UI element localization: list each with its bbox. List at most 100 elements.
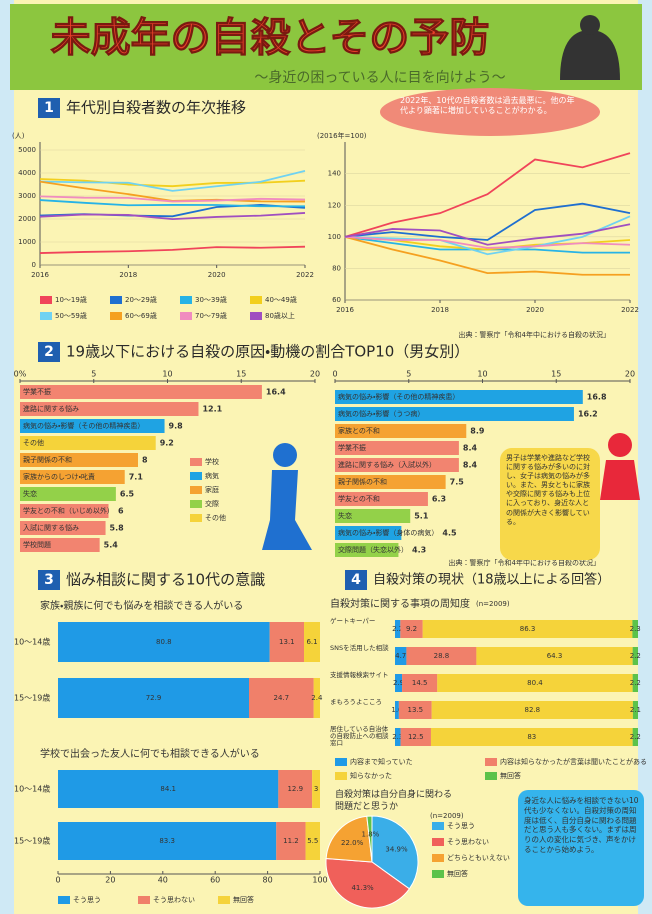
value-label: 6.5 (120, 490, 135, 499)
legend-label: 内容まで知っていた (350, 757, 413, 766)
value-label: 12.5 (408, 733, 424, 741)
legend-label: 40〜49歳 (265, 295, 297, 304)
category-label: 10〜14歳 (14, 637, 50, 647)
value-label: 28.8 (434, 652, 450, 660)
value-label: 41.3% (351, 884, 374, 892)
bar-label: 学業不振 (338, 443, 366, 452)
legend-label: 内容は知らなかったが言葉は聞いたことがある (500, 757, 647, 766)
value-label: 2.1 (630, 706, 641, 714)
x-tick-label: 5 (91, 370, 96, 379)
y-tick-label: 3000 (18, 192, 36, 200)
legend-swatch (335, 772, 347, 780)
legend-label: そう思わない (153, 896, 195, 904)
value-label: 84.1 (160, 785, 176, 793)
legend-swatch (40, 312, 52, 320)
section-title: 年代別自殺者数の年次推移 (66, 99, 246, 117)
legend-label: 交際 (205, 499, 219, 508)
x-tick-label: 60 (210, 876, 220, 885)
value-label: 5.1 (414, 512, 429, 521)
icon-head (608, 433, 632, 457)
bar-label: 交際問題（失恋以外） (338, 545, 408, 554)
y-axis-label: (2016年=100) (317, 131, 367, 140)
note-text: 男子は学業や進路など学校に関する悩みが多いのに対し、女子は病気の悩みが多い。また… (506, 454, 596, 527)
legend-swatch (110, 312, 122, 320)
bar (20, 385, 262, 399)
x-tick-label: 2022 (621, 306, 639, 314)
x-tick-label: 0% (14, 370, 27, 379)
chart-subtitle: 自殺対策に関する事項の周知度 (330, 597, 470, 610)
poster-title: 未成年の自殺とその予防 (51, 15, 490, 61)
bar-label: 失恋 (338, 511, 352, 520)
value-label: 64.3 (547, 652, 563, 660)
value-label: 9.8 (169, 422, 184, 431)
chart-title: 自殺対策は自分自身に関わる問題だと思うか (335, 790, 455, 813)
value-label: 16.2 (578, 410, 598, 419)
y-tick-label: 0 (32, 261, 36, 269)
section-number: 1 (44, 100, 54, 116)
value-label: 2.2 (630, 679, 641, 687)
category-label: 支援情報検索サイト (330, 672, 392, 679)
legend-swatch (190, 500, 202, 508)
legend-label: そう思う (73, 896, 101, 904)
chart-note: (n=2009) (476, 600, 510, 608)
category-label: 居住している自治体の自殺防止への相談窓口 (330, 726, 392, 747)
value-label: 83 (527, 733, 536, 741)
bar-label: 学校問題 (23, 540, 51, 549)
legend-label: 30〜39歳 (195, 295, 227, 304)
bar-label: 失恋 (23, 489, 37, 498)
x-tick-label: 2016 (31, 271, 49, 279)
note-text: 身近な人に悩みを相談できない10代も少なくない。自殺対策の周知度は低く、自分自身… (524, 796, 640, 855)
bar-label: 学友との不和 (338, 494, 380, 503)
value-label: 34.9% (385, 845, 408, 853)
section-number: 3 (44, 572, 54, 588)
legend-swatch (432, 870, 444, 878)
legend-swatch (432, 822, 444, 830)
value-label: 24.7 (274, 694, 290, 702)
category-label: まもろうよこころ (330, 699, 392, 706)
legend-label: 病気 (205, 471, 219, 480)
legend-label: そう思わない (447, 838, 489, 846)
x-tick-label: 15 (236, 370, 246, 379)
legend-label: 60〜69歳 (125, 311, 157, 320)
x-tick-label: 2022 (296, 271, 314, 279)
y-tick-label: 100 (328, 233, 341, 241)
value-label: 3 (314, 785, 318, 793)
value-label: 80.8 (156, 638, 172, 646)
x-tick-label: 2018 (431, 306, 449, 314)
value-label: 2.4 (311, 694, 323, 702)
source: 出典：警察庁「令和4年中における自殺の状況」 (459, 330, 610, 339)
y-tick-label: 1000 (18, 238, 36, 246)
y-tick-label: 80 (332, 264, 341, 272)
x-tick-label: 80 (263, 876, 273, 885)
x-tick-label: 100 (312, 876, 327, 885)
section-number: 2 (44, 344, 54, 360)
legend-label: そう思う (447, 822, 475, 830)
value-label: 5.5 (307, 837, 318, 845)
legend-swatch (432, 838, 444, 846)
section-title: 19歳以下における自殺の原因・動機の割合TOP10（男女別） (66, 343, 469, 361)
legend-swatch (190, 486, 202, 494)
legend-swatch (190, 514, 202, 522)
x-tick-label: 0 (332, 370, 337, 379)
value-label: 83.3 (159, 837, 175, 845)
legend-label: 学校 (205, 457, 219, 466)
value-label: 2.2 (630, 652, 641, 660)
legend-label: 無回答 (233, 895, 254, 904)
value-label: 5.4 (104, 541, 119, 550)
value-label: 16.8 (587, 393, 607, 402)
legend-label: 50〜59歳 (55, 311, 87, 320)
section-number: 4 (351, 572, 361, 588)
x-tick-label: 2018 (119, 271, 137, 279)
y-axis-label: (人) (12, 132, 25, 140)
section-title: 自殺対策の現状（18歳以上による回答） (373, 572, 610, 588)
value-label: 11.2 (283, 837, 299, 845)
x-tick-label: 10 (477, 370, 487, 379)
x-tick-label: 2016 (336, 306, 354, 314)
value-label: 9.2 (160, 439, 174, 448)
legend-swatch (180, 312, 192, 320)
legend-label: 無回答 (500, 771, 521, 780)
section-title: 悩み相談に関する10代の意識 (66, 571, 265, 589)
value-label: 22.0% (341, 839, 364, 847)
y-tick-label: 120 (328, 201, 341, 209)
value-label: 2.2 (630, 733, 641, 741)
